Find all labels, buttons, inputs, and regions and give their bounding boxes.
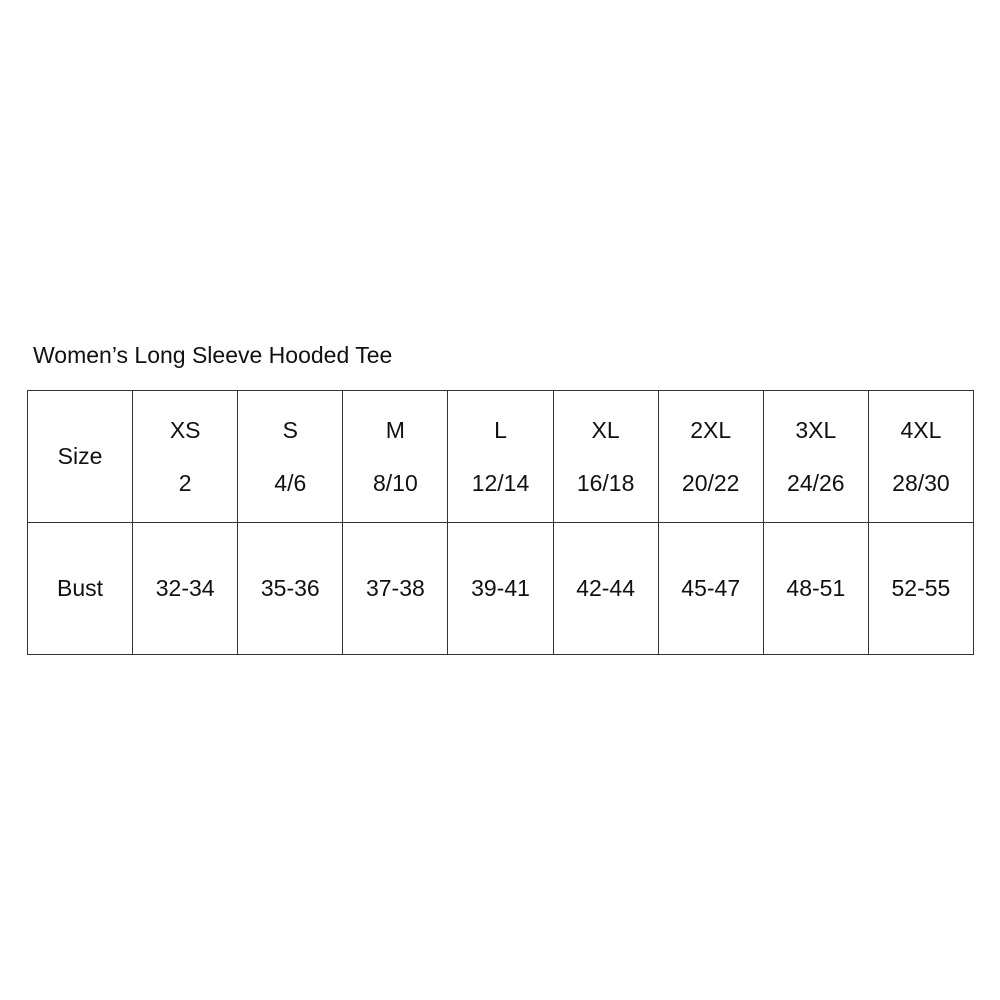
numeric-size: 28/30	[892, 470, 950, 496]
bust-cell: 39-41	[447, 522, 554, 655]
size-chart-table: Size XS 2 S 4/6 M 8/10 L 12/14 XL 16/18 2XL 20/22 3X…	[26, 390, 975, 655]
bust-cell: 32-34	[132, 522, 239, 655]
bust-cell: 52-55	[867, 522, 975, 655]
bust-cell: 37-38	[342, 522, 449, 655]
size-cell: M 8/10	[342, 390, 449, 523]
numeric-size: 24/26	[787, 470, 845, 496]
size-cell: XL 16/18	[552, 390, 659, 523]
numeric-size: 20/22	[681, 470, 740, 496]
size-cell: 2XL 20/22	[657, 390, 764, 523]
size-code: 4XL	[900, 417, 942, 443]
size-cell: L 12/14	[447, 390, 554, 523]
numeric-size: 16/18	[576, 470, 635, 496]
bust-header-cell: Bust	[26, 522, 134, 655]
bust-row: Bust 32-34 35-36 37-38 39-41 42-44 45-47 48-51…	[26, 522, 975, 655]
bust-cell: 35-36	[237, 522, 344, 655]
size-code: S	[282, 417, 298, 443]
size-cell: S 4/6	[237, 390, 344, 523]
size-header-cell: Size	[26, 390, 134, 523]
numeric-size: 4/6	[274, 470, 307, 496]
numeric-size: 2	[178, 470, 192, 496]
size-code: 3XL	[795, 417, 837, 443]
size-label: Size	[57, 443, 103, 469]
bust-label: Bust	[57, 575, 104, 601]
size-code: L	[494, 417, 507, 443]
size-code: XL	[591, 417, 620, 443]
bust-cell: 48-51	[762, 522, 869, 655]
chart-title: Women’s Long Sleeve Hooded Tee	[33, 342, 393, 368]
size-cell: 4XL 28/30	[867, 390, 975, 523]
numeric-size: 8/10	[373, 470, 418, 496]
size-cell: 3XL 24/26	[762, 390, 869, 523]
bust-cell: 42-44	[552, 522, 659, 655]
size-cell: XS 2	[132, 390, 239, 523]
size-code: XS	[169, 417, 201, 443]
size-code: M	[385, 417, 405, 443]
bust-cell: 45-47	[657, 522, 764, 655]
numeric-size: 12/14	[471, 470, 530, 496]
size-row: Size XS 2 S 4/6 M 8/10 L 12/14 XL 16/18 2XL 20/22 3X…	[26, 390, 975, 523]
size-code: 2XL	[690, 417, 732, 443]
